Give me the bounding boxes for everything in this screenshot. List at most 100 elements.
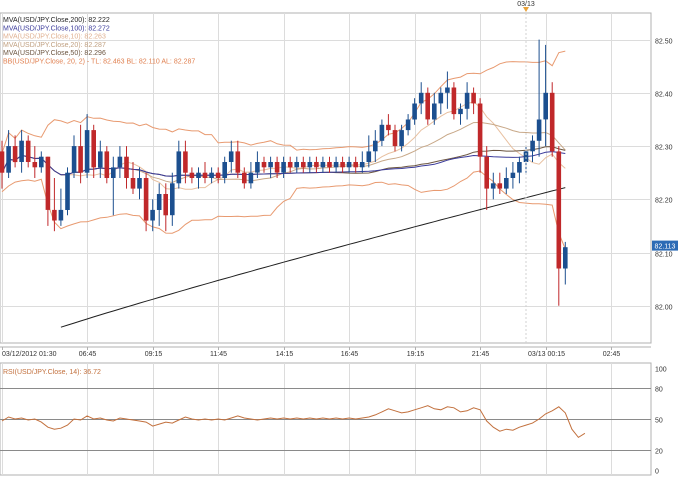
candle-body: [523, 151, 529, 162]
candle: [228, 140, 234, 173]
candle-body: [176, 151, 182, 184]
candle-body: [287, 162, 293, 168]
candle: [543, 44, 548, 147]
candle-body: [255, 162, 260, 173]
date-tick-label: 03/12/2012 01:30: [2, 351, 57, 358]
candle: [458, 103, 463, 125]
candle-body: [386, 124, 391, 131]
last-price-box: [652, 240, 678, 251]
candle: [418, 82, 424, 115]
candle: [320, 156, 326, 173]
candle: [451, 82, 457, 120]
candle-body: [563, 247, 568, 269]
candle-body: [268, 162, 273, 168]
candle: [340, 156, 345, 173]
mva-200-line: [60, 187, 566, 328]
candle-body: [438, 92, 444, 104]
candle-body: [399, 130, 404, 147]
price-tick-label: 82.30: [655, 145, 673, 152]
candle: [104, 146, 110, 184]
candle-body: [65, 172, 70, 210]
candle: [563, 241, 568, 285]
candle-body: [340, 162, 345, 168]
candle: [163, 183, 168, 232]
legend-entry: MVA(USD/JPY.Close,20): 82.287: [3, 42, 106, 49]
candle-body: [150, 209, 155, 221]
candle-body: [143, 178, 149, 221]
candle: [379, 119, 385, 147]
candle: [137, 167, 142, 200]
candle-body: [320, 162, 326, 168]
candle: [504, 167, 509, 194]
date-tick-label: 09:15: [145, 351, 163, 358]
candle: [6, 130, 11, 178]
candle-body: [183, 151, 188, 173]
candle: [124, 146, 129, 189]
candle-body: [510, 172, 516, 178]
date-tick-label: 19:15: [407, 351, 425, 358]
candle-body: [359, 162, 365, 168]
candle-body: [163, 194, 168, 216]
date-tick-label: 02:45: [603, 351, 621, 358]
candle-body: [52, 209, 57, 221]
candle: [98, 140, 103, 178]
candle: [281, 156, 286, 178]
date-tick-label: 21:45: [472, 351, 490, 358]
candle-body: [484, 156, 489, 189]
candle: [111, 156, 116, 216]
candle: [517, 156, 522, 184]
candle: [261, 156, 267, 173]
candle-body: [405, 119, 411, 131]
candle-body: [333, 162, 339, 168]
candle-body: [353, 162, 358, 168]
candle: [359, 151, 365, 173]
candle: [490, 172, 496, 200]
candle-body: [130, 178, 136, 189]
candle-body: [242, 172, 247, 184]
candle-body: [530, 140, 535, 152]
candle-body: [6, 146, 11, 173]
candle: [196, 167, 201, 189]
last-price-label-group: 82.113: [652, 240, 678, 251]
candle: [301, 156, 306, 173]
candle: [91, 124, 96, 178]
candle-body: [301, 162, 306, 168]
rsi-tick-label: 50: [655, 418, 663, 425]
candle: [58, 188, 64, 226]
candle-body: [71, 146, 77, 173]
rsi-title: RSI(USD/JPY.Close, 14): 36.72: [3, 369, 101, 376]
candle: [176, 140, 182, 189]
candle-body: [517, 162, 522, 173]
date-tick-label: 03/13 00:15: [528, 351, 565, 358]
candle-body: [228, 151, 234, 162]
candle-body: [32, 162, 38, 168]
candle-body: [477, 103, 483, 157]
rsi-tick-label: 20: [655, 449, 663, 456]
date-tick-label: 11:45: [210, 351, 227, 358]
candle-body: [209, 172, 214, 178]
candle: [432, 92, 437, 125]
candle: [268, 156, 273, 178]
candle: [471, 87, 476, 115]
date-marker: 03/13: [517, 1, 535, 343]
candle-body: [418, 92, 424, 104]
legend-entry: BB(USD/JPY.Close, 20, 2) - TL: 82.463 BL…: [3, 59, 195, 66]
price-tick-label: 82.50: [655, 39, 673, 46]
candle: [392, 124, 398, 152]
candle: [222, 156, 227, 184]
candle: [209, 167, 214, 184]
candle-body: [222, 162, 227, 178]
candle-body: [78, 146, 83, 173]
rsi-panel: 100 80 50 20 0 RSI(USD/JPY.Close, 14): 36.72: [0, 362, 667, 476]
candle: [425, 87, 430, 125]
candle: [32, 146, 38, 178]
legend: MVA(USD/JPY.Close,200): 82.222MVA(USD/JP…: [3, 17, 195, 66]
legend-entry: MVA(USD/JPY.Close,50): 82.296: [3, 50, 106, 57]
candle: [130, 162, 136, 194]
candle-body: [19, 140, 24, 162]
candle-body: [58, 209, 64, 221]
candle: [19, 130, 24, 173]
candle-body: [25, 140, 31, 162]
candle: [366, 135, 372, 168]
